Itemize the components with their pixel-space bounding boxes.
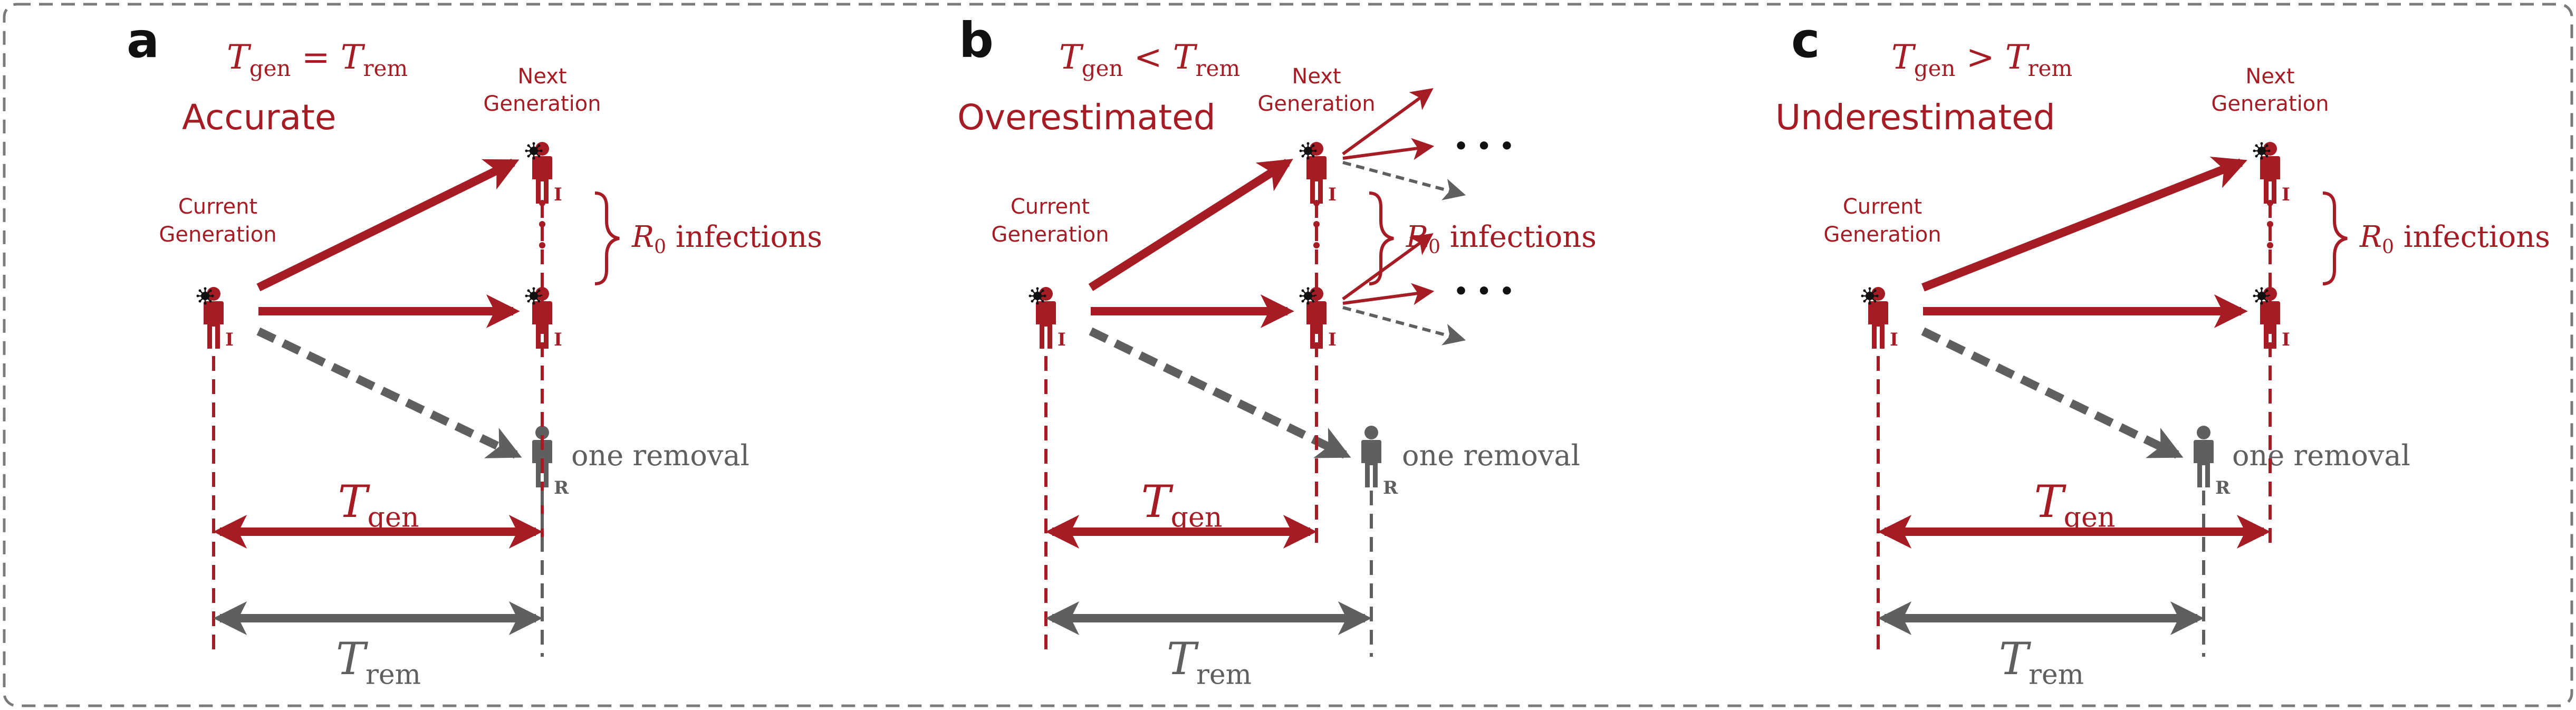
removed-tag: R (554, 477, 569, 498)
verdict-label: Underestimated (1775, 97, 2055, 138)
infected-tag: I (554, 184, 562, 205)
removal-label: one removal (1402, 439, 1580, 472)
ellipsis-dot (1313, 242, 1320, 248)
current-generation-label: Current (1843, 195, 1922, 219)
removal-label: one removal (571, 439, 749, 472)
current-generation-label: Generation (159, 223, 276, 247)
r0-infections-label: R0 infections (2359, 220, 2550, 258)
tgen-label: Tgen (2034, 476, 2116, 533)
removal-label: one removal (2232, 439, 2410, 472)
ellipsis-dot (1313, 221, 1320, 227)
panel-letter: b (959, 12, 994, 69)
next-generation-label: Generation (483, 92, 601, 116)
virus-icon (196, 286, 215, 305)
next-generation-label: Next (2245, 64, 2294, 89)
transmission-arrow (1921, 156, 2247, 292)
removed-person-icon (2194, 426, 2214, 487)
r0-infections-label: R0 infections (631, 220, 822, 258)
panel-a: a Tgen = Trem Accurate Current Generation Nex… (127, 12, 822, 690)
r0-brace (1369, 191, 1394, 285)
virus-icon (524, 141, 543, 160)
panel-letter: c (1791, 12, 1820, 69)
current-generation-label: Generation (991, 223, 1109, 247)
virus-icon (1028, 286, 1047, 305)
removed-person-icon (532, 426, 552, 487)
removal-arrow (256, 327, 522, 459)
condition-formula: Tgen < Trem (1059, 38, 1240, 81)
ellipsis-dot (539, 221, 545, 227)
r0-brace (594, 191, 620, 285)
ellipsis-dot (539, 242, 545, 248)
verdict-label: Overestimated (957, 97, 1216, 138)
virus-icon (1299, 141, 1318, 160)
next-generation-label: Next (1292, 64, 1341, 89)
virus-icon (1299, 286, 1318, 305)
removed-person-icon (1361, 426, 1381, 487)
removed-tag: R (1383, 477, 1398, 498)
ellipsis-dot (2267, 242, 2273, 248)
continuation-ellipsis: • • • (1454, 278, 1514, 305)
infected-tag: I (1328, 329, 1337, 350)
infected-tag: I (2282, 329, 2290, 350)
verdict-label: Accurate (182, 97, 336, 138)
virus-icon (2252, 141, 2271, 160)
virus-icon (1860, 286, 1879, 305)
infected-tag: I (225, 329, 234, 350)
panel-c: c Tgen > Trem Underestimated Current Generat… (1775, 12, 2550, 690)
tgen-label: Tgen (1141, 476, 1223, 533)
secondary-transmission-arrow (1342, 138, 1435, 160)
current-generation-label: Current (1011, 195, 1090, 219)
trem-label: Trem (1999, 633, 2084, 690)
removal-arrow (1089, 327, 1351, 459)
infected-tag: I (1890, 329, 1898, 350)
transmission-arrow (1088, 159, 1293, 291)
r0-infections-label: R0 infections (1406, 220, 1597, 258)
outer-frame (3, 3, 2573, 707)
r0-brace (2322, 191, 2348, 285)
condition-formula: Tgen > Trem (1891, 38, 2072, 81)
virus-icon (2252, 286, 2271, 305)
removal-arrow (1921, 327, 2184, 459)
trem-label: Trem (1167, 633, 1252, 690)
virus-icon (524, 286, 543, 305)
infected-tag: I (1328, 184, 1337, 205)
infected-tag: I (1058, 329, 1066, 350)
condition-formula: Tgen = Trem (227, 38, 408, 81)
panel-b: b Tgen < Trem Overestimated Current Generati… (957, 12, 1597, 690)
tgen-label: Tgen (338, 476, 419, 533)
next-generation-label: Generation (1257, 92, 1375, 116)
transmission-arrow (256, 158, 520, 292)
removed-tag: R (2215, 477, 2231, 498)
current-generation-label: Current (178, 195, 257, 219)
secondary-removal-arrow (1342, 161, 1466, 200)
trem-label: Trem (336, 633, 421, 690)
infected-tag: I (554, 329, 562, 350)
secondary-removal-arrow (1342, 306, 1466, 346)
continuation-ellipsis: • • • (1454, 133, 1514, 160)
secondary-transmission-arrow (1342, 88, 1434, 156)
current-generation-label: Generation (1823, 223, 1941, 247)
infected-tag: I (2282, 184, 2290, 205)
next-generation-label: Generation (2211, 92, 2329, 116)
ellipsis-dot (2267, 221, 2273, 227)
panel-letter: a (127, 12, 159, 69)
next-generation-label: Next (517, 64, 566, 89)
secondary-transmission-arrow (1342, 283, 1435, 305)
secondary-transmission-arrow (1342, 233, 1434, 301)
